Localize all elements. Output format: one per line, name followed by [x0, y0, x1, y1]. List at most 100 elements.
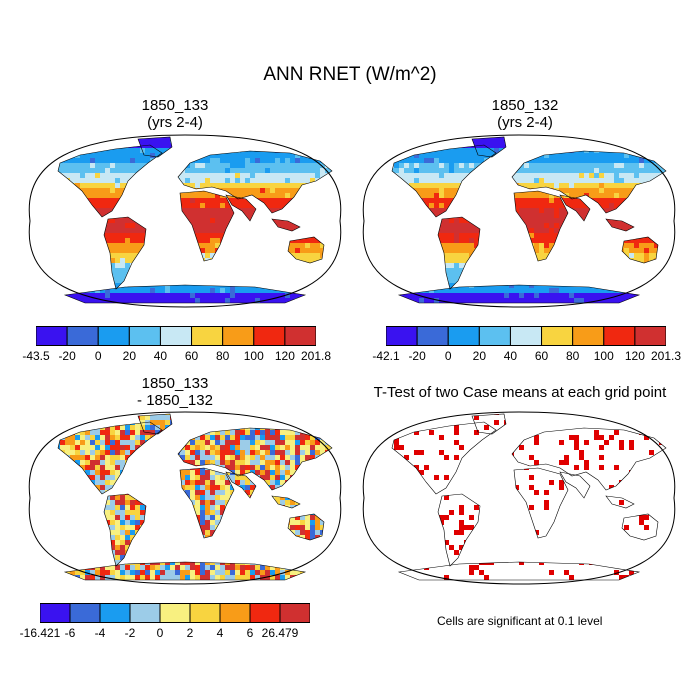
panel-4-title: T-Test of two Case means at each grid po…: [373, 384, 667, 401]
colorbar-swatch: [189, 603, 221, 623]
coastline: [437, 493, 481, 567]
colorbar-swatch: [66, 326, 99, 346]
colorbar-swatch: [249, 603, 281, 623]
coastline: [271, 495, 301, 509]
map-border: [28, 134, 342, 308]
coastline: [57, 144, 163, 218]
colorbar-tick-label: -42.1: [372, 349, 400, 363]
panel-3-title-line1: 1850_133: [141, 375, 209, 392]
map-border: [362, 411, 676, 585]
colorbar-tick-label: -16.421: [19, 626, 61, 640]
colorbar-tick-label: -20: [408, 349, 426, 363]
coastline: [137, 413, 173, 435]
colorbar-tick-label: -20: [58, 349, 76, 363]
colorbar-tick-label: 0: [94, 349, 102, 363]
colorbar-swatch: [541, 326, 574, 346]
colorbar-tick-label: 0: [156, 626, 164, 640]
colorbar-tick-label: 4: [216, 626, 224, 640]
panel-1-map: [28, 134, 342, 308]
coastline: [391, 421, 497, 495]
colorbar-tick-label: -43.5: [22, 349, 50, 363]
coastline: [179, 467, 235, 539]
colorbar-swatch: [416, 326, 449, 346]
coastline: [621, 236, 659, 264]
coastline: [605, 218, 635, 232]
panel-2-title-line2: (yrs 2-4): [497, 114, 553, 131]
colorbar-swatch: [222, 326, 255, 346]
colorbar-tick-label: 80: [215, 349, 230, 363]
colorbar-swatch: [129, 603, 161, 623]
colorbar-tick-label: 26.479: [261, 626, 299, 640]
coastline: [287, 236, 325, 264]
coastline: [513, 467, 569, 539]
coastline: [177, 427, 333, 491]
colorbar-tick-label: 40: [503, 349, 518, 363]
colorbar-tick-label: 40: [153, 349, 168, 363]
coastline: [513, 190, 569, 262]
coastline: [471, 136, 507, 158]
map-border: [362, 134, 676, 308]
panel-4-map: [362, 411, 676, 585]
panel-1-title-line1: 1850_133: [141, 97, 209, 114]
map-border: [28, 411, 342, 585]
colorbar-swatch: [634, 326, 666, 346]
colorbar-swatch: [159, 603, 191, 623]
colorbar-tick-label: 60: [184, 349, 199, 363]
panel-3-title: 1850_133 - 1850_132: [20, 375, 330, 409]
coastline: [605, 495, 635, 509]
coastline: [103, 493, 147, 567]
colorbar-swatch: [279, 603, 310, 623]
panel-2-colorbar: [386, 326, 666, 346]
coastline: [225, 194, 257, 222]
coastline: [511, 150, 667, 214]
panel-3-map: [28, 411, 342, 585]
colorbar-swatch: [603, 326, 636, 346]
panel-2-title: 1850_132 (yrs 2-4): [370, 97, 680, 131]
colorbar-swatch: [386, 326, 418, 346]
colorbar-tick-label: 60: [534, 349, 549, 363]
coastline: [391, 144, 497, 218]
colorbar-swatch: [478, 326, 511, 346]
significance-note: Cells are significant at 0.1 level: [437, 614, 603, 628]
colorbar-swatch: [128, 326, 161, 346]
colorbar-swatch: [69, 603, 101, 623]
colorbar-swatch: [36, 326, 68, 346]
coastline: [559, 194, 591, 222]
coastline: [287, 513, 325, 541]
colorbar-tick-label: 201.8: [300, 349, 332, 363]
colorbar-tick-label: 80: [565, 349, 580, 363]
colorbar-swatch: [40, 603, 71, 623]
colorbar-swatch: [159, 326, 193, 346]
main-title: ANN RNET (W/m^2): [263, 64, 437, 85]
panel-1-title-line2: (yrs 2-4): [147, 114, 203, 131]
coastline: [57, 421, 163, 495]
colorbar-tick-label: 120: [274, 349, 295, 363]
coastline: [177, 150, 333, 214]
colorbar-swatch: [509, 326, 543, 346]
colorbar-tick-label: -4: [94, 626, 106, 640]
colorbar-swatch: [253, 326, 286, 346]
coastline: [559, 471, 591, 499]
panel-1-colorbar: [36, 326, 316, 346]
colorbar-tick-label: -2: [124, 626, 136, 640]
panel-2-map: [362, 134, 676, 308]
coastline: [511, 427, 667, 491]
coastline: [437, 216, 481, 290]
colorbar-tick-label: 201.3: [650, 349, 682, 363]
coastline: [471, 413, 507, 435]
colorbar-swatch: [447, 326, 480, 346]
colorbar-tick-label: 6: [246, 626, 254, 640]
colorbar-swatch: [99, 603, 131, 623]
colorbar-swatch: [219, 603, 251, 623]
coastline: [103, 216, 147, 290]
panel-3-colorbar: [40, 603, 310, 623]
colorbar-tick-label: 100: [593, 349, 614, 363]
colorbar-swatch: [97, 326, 130, 346]
coastline: [137, 136, 173, 158]
colorbar-tick-label: 100: [243, 349, 264, 363]
colorbar-tick-label: 120: [624, 349, 645, 363]
colorbar-tick-label: 0: [444, 349, 452, 363]
coastline: [271, 218, 301, 232]
panel-1-title: 1850_133 (yrs 2-4): [20, 97, 330, 131]
panel-3-title-line2: - 1850_132: [137, 392, 213, 409]
